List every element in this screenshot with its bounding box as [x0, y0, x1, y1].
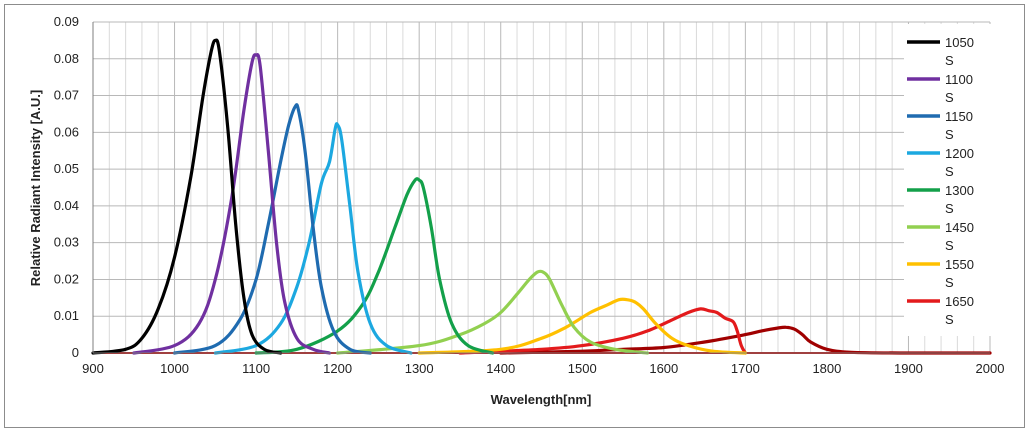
- series-line-1650: [458, 307, 747, 355]
- axes: 900 1000 1100 1200 1300 1400 1500 1600 1700 1800 1…: [54, 14, 1005, 376]
- legend-background: [904, 24, 992, 336]
- x-tick-label: 1800: [812, 361, 841, 376]
- y-tick-label: 0.06: [54, 124, 79, 139]
- y-tick-label: 0.02: [54, 271, 79, 286]
- legend-label-suffix: S: [945, 53, 954, 68]
- y-tick-label: 0.01: [54, 308, 79, 323]
- legend-label-suffix: S: [945, 238, 954, 253]
- series-lines: [91, 38, 992, 355]
- x-tick-label: 1300: [405, 361, 434, 376]
- x-tick-label: 1600: [649, 361, 678, 376]
- series-line-1750: [499, 325, 992, 355]
- x-tick-label: 1200: [323, 361, 352, 376]
- y-tick-label: 0.05: [54, 161, 79, 176]
- x-tick-label: 1500: [568, 361, 597, 376]
- series-line-1550: [417, 297, 747, 355]
- legend-label-suffix: S: [945, 201, 954, 216]
- y-tick-label: 0.07: [54, 88, 79, 103]
- legend-label-1050: 1050: [945, 35, 974, 50]
- x-tick-label: 1000: [160, 361, 189, 376]
- y-axis-title: Relative Radiant Intensity [A.U.]: [28, 90, 43, 286]
- y-tick-label: 0.09: [54, 14, 79, 29]
- x-tick-label: 1900: [894, 361, 923, 376]
- x-tick-label: 1400: [486, 361, 515, 376]
- y-tick-label: 0.08: [54, 51, 79, 66]
- legend-label-suffix: S: [945, 127, 954, 142]
- x-tick-label: 1100: [242, 361, 270, 376]
- x-axis-title: Wavelength[nm]: [491, 392, 592, 407]
- series-line-1300: [254, 177, 495, 355]
- legend-label-suffix: S: [945, 164, 954, 179]
- y-tick-label: 0.04: [54, 198, 79, 213]
- series-line-1100: [132, 53, 332, 355]
- legend-label-suffix: S: [945, 275, 954, 290]
- legend-label-suffix: S: [945, 312, 954, 327]
- x-tick-label: 1700: [731, 361, 760, 376]
- legend-label-1450: 1450: [945, 220, 974, 235]
- legend-label-1300: 1300: [945, 183, 974, 198]
- x-tick-label: 900: [82, 361, 104, 376]
- series-line-1450: [336, 269, 650, 355]
- legend: 1050 S 1100 S 1150 S 1200 S 1300 S 1450 S 1550 S 1650 S: [904, 24, 992, 336]
- legend-label-suffix: S: [945, 90, 954, 105]
- y-tick-label: 0.03: [54, 235, 79, 250]
- gridlines: [93, 21, 991, 353]
- legend-label-1650: 1650: [945, 294, 974, 309]
- legend-label-1200: 1200: [945, 146, 974, 161]
- legend-label-1150: 1150: [945, 109, 973, 124]
- legend-label-1550: 1550: [945, 257, 974, 272]
- series-line-1050: [91, 38, 283, 355]
- x-tick-label: 2000: [976, 361, 1005, 376]
- legend-label-1100: 1100: [945, 72, 973, 87]
- y-tick-label: 0: [72, 345, 79, 360]
